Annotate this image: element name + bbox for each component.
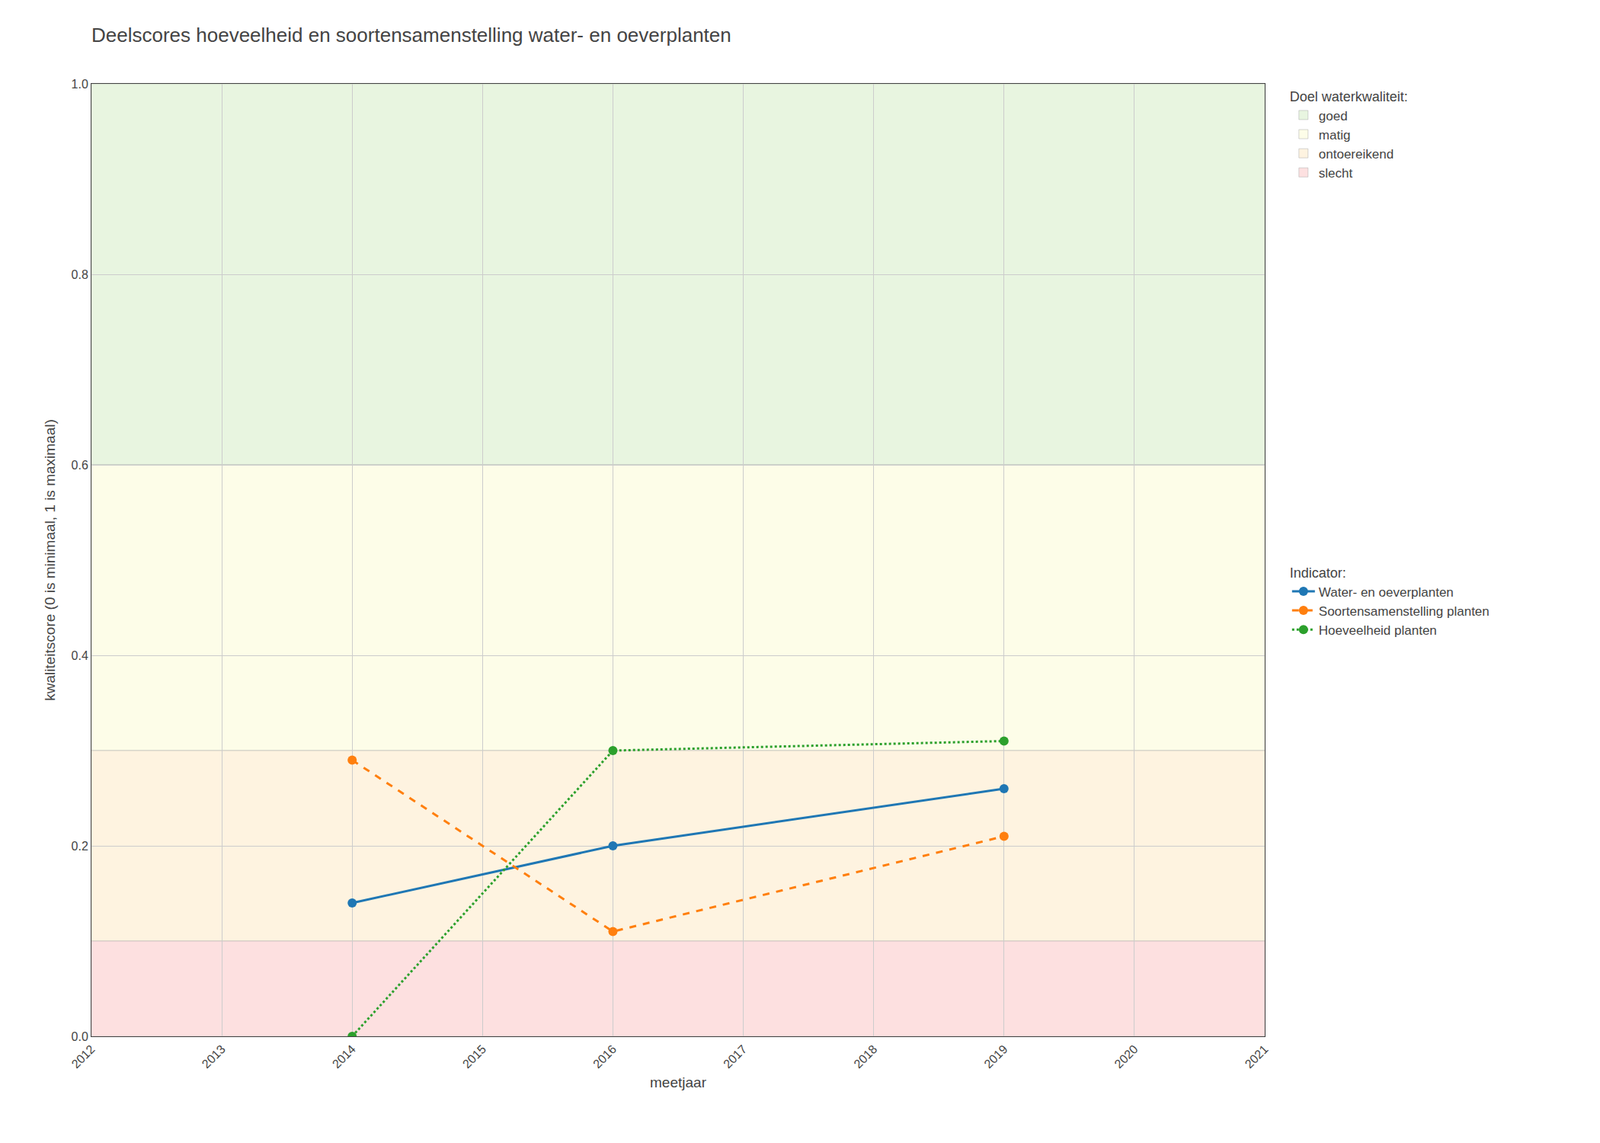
svg-text:meetjaar: meetjaar bbox=[649, 1074, 708, 1091]
svg-text:0.4: 0.4 bbox=[71, 649, 89, 663]
svg-text:kwaliteitscore (0 is minimaal,: kwaliteitscore (0 is minimaal, 1 is maxi… bbox=[41, 419, 58, 701]
svg-text:0.8: 0.8 bbox=[71, 268, 89, 282]
svg-text:Indicator:: Indicator: bbox=[1289, 565, 1347, 581]
svg-text:0.0: 0.0 bbox=[71, 1030, 89, 1044]
svg-text:2020: 2020 bbox=[1111, 1042, 1140, 1071]
svg-text:0.6: 0.6 bbox=[71, 458, 89, 472]
svg-text:ontoereikend: ontoereikend bbox=[1318, 147, 1394, 162]
svg-text:slecht: slecht bbox=[1318, 166, 1354, 181]
svg-text:Water- en oeverplanten: Water- en oeverplanten bbox=[1318, 585, 1454, 600]
svg-text:2014: 2014 bbox=[329, 1042, 359, 1071]
svg-text:2016: 2016 bbox=[590, 1042, 619, 1071]
svg-text:matig: matig bbox=[1318, 128, 1351, 143]
svg-text:2015: 2015 bbox=[460, 1042, 489, 1071]
svg-text:2013: 2013 bbox=[199, 1042, 228, 1071]
svg-text:Soortensamenstelling planten: Soortensamenstelling planten bbox=[1318, 604, 1490, 619]
svg-text:1.0: 1.0 bbox=[71, 77, 89, 91]
svg-text:Deelscores hoeveelheid en soor: Deelscores hoeveelheid en soortensamenst… bbox=[91, 23, 732, 47]
svg-text:Doel waterkwaliteit:: Doel waterkwaliteit: bbox=[1289, 89, 1408, 105]
svg-text:2017: 2017 bbox=[720, 1042, 749, 1071]
svg-text:Hoeveelheid planten: Hoeveelheid planten bbox=[1318, 623, 1437, 638]
svg-text:0.2: 0.2 bbox=[71, 839, 89, 853]
svg-text:2021: 2021 bbox=[1242, 1042, 1271, 1071]
svg-text:2018: 2018 bbox=[851, 1042, 880, 1071]
svg-text:2019: 2019 bbox=[981, 1042, 1010, 1071]
svg-text:2012: 2012 bbox=[69, 1042, 98, 1071]
svg-text:goed: goed bbox=[1318, 108, 1348, 124]
